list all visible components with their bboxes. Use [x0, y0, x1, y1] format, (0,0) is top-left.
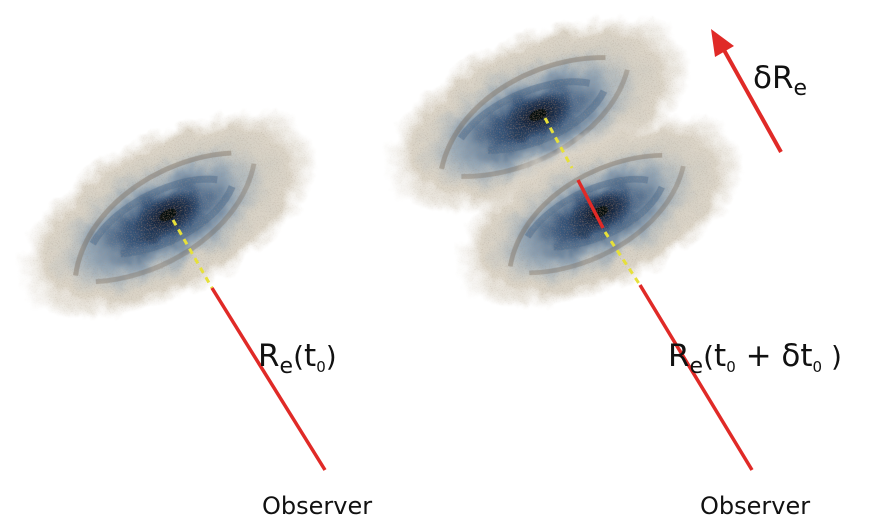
sightline-back-inner [543, 117, 574, 169]
sightline-left-inner [171, 219, 214, 289]
arrow-icon [711, 29, 783, 153]
distance-line-left [210, 287, 327, 471]
distance-line-right [638, 284, 754, 471]
observer-left-label: Observer [262, 492, 373, 520]
galaxy-image [0, 65, 352, 365]
left-distance-label: Re(t0) [258, 338, 337, 379]
distance-change-segment [576, 179, 605, 229]
observer-right-label: Observer [700, 492, 811, 520]
delta-r-label: δRe [753, 60, 808, 101]
right-distance-label: Re(t0 + δt0 ) [668, 338, 842, 379]
